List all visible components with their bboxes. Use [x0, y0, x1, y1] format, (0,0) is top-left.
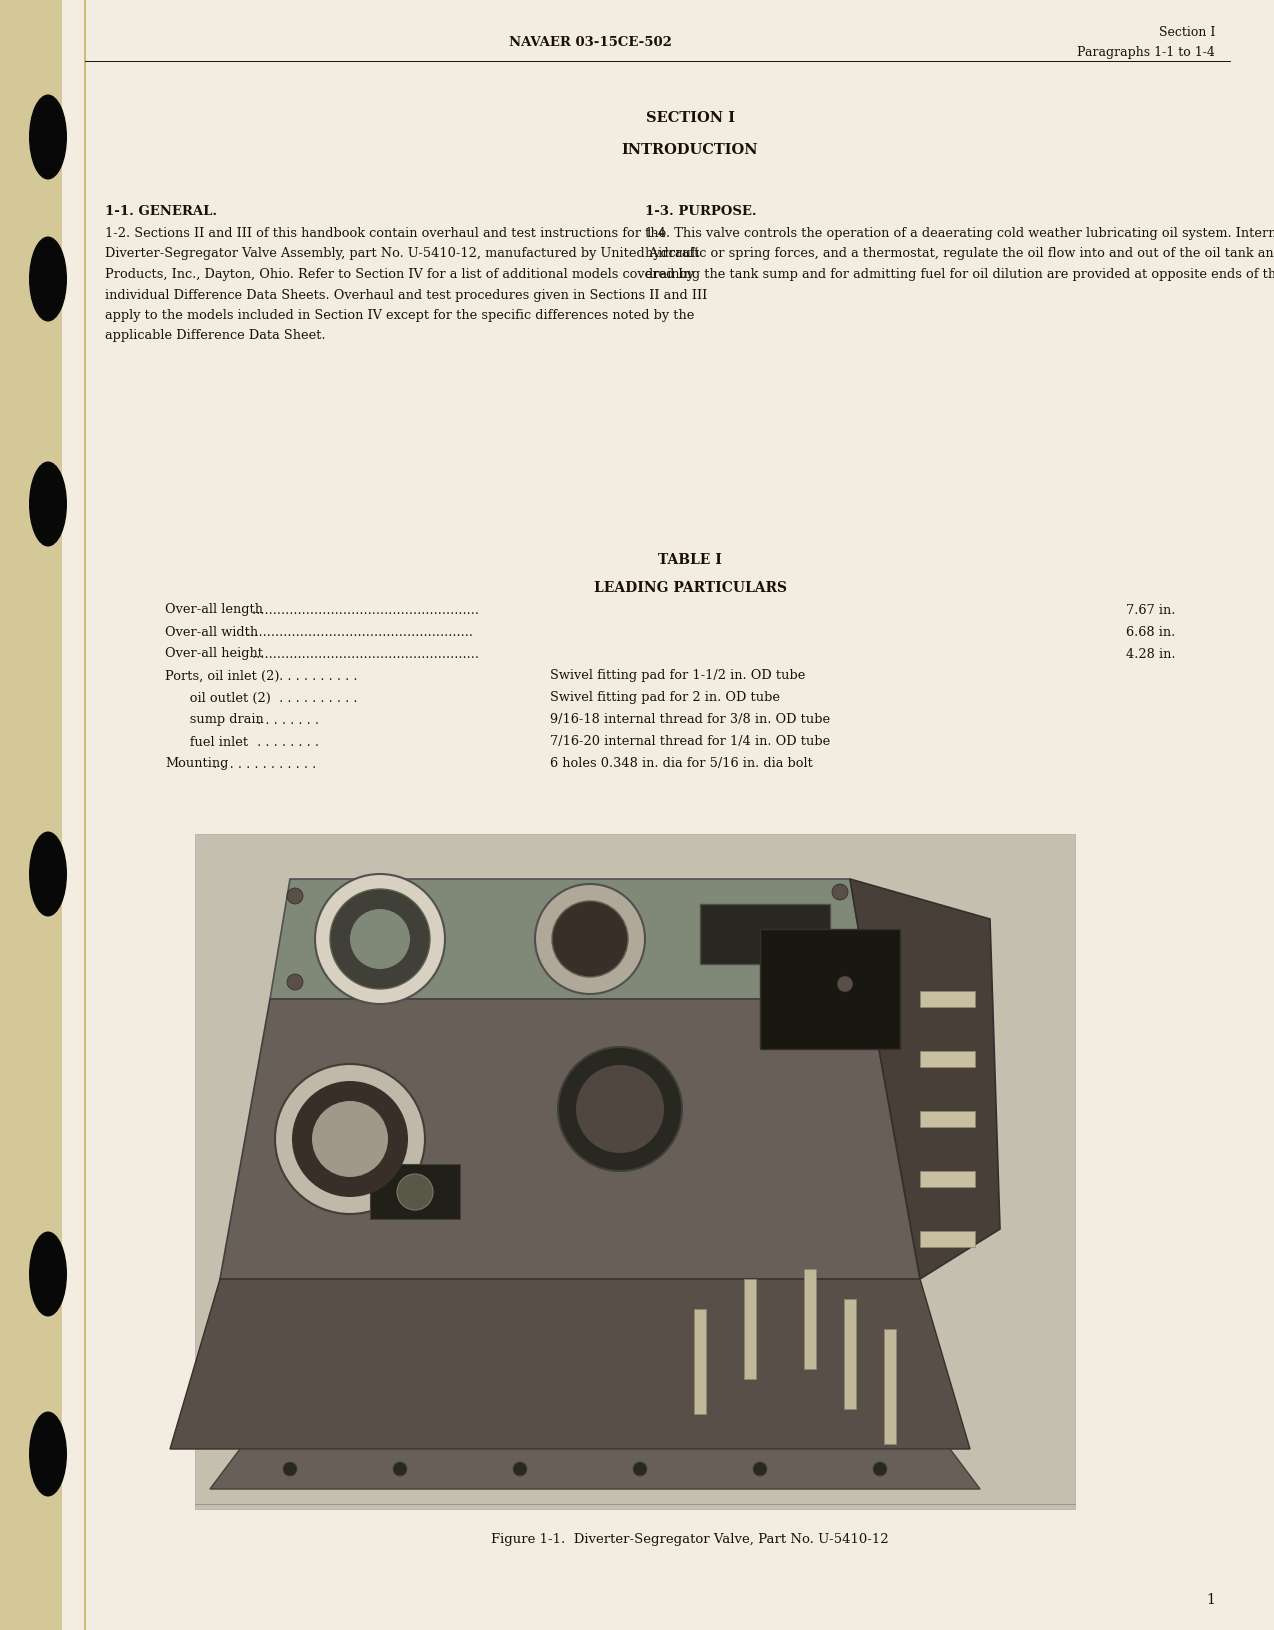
- Text: Section I: Section I: [1158, 26, 1215, 39]
- Text: Over-all height: Over-all height: [166, 647, 262, 660]
- Text: .......................................................: ........................................…: [247, 647, 479, 660]
- Polygon shape: [220, 999, 920, 1280]
- Text: 1-1. GENERAL.: 1-1. GENERAL.: [104, 205, 217, 218]
- Bar: [0, 0, 62, 1630]
- Circle shape: [315, 874, 445, 1004]
- Circle shape: [873, 1462, 887, 1477]
- Bar: [744, 1280, 755, 1379]
- Text: Diverter-Segregator Valve Assembly, part No. U-5410-12, manufactured by United A: Diverter-Segregator Valve Assembly, part…: [104, 248, 699, 261]
- Text: Over-all length: Over-all length: [166, 603, 262, 616]
- Text: apply to the models included in Section IV except for the specific differences n: apply to the models included in Section …: [104, 308, 694, 321]
- Circle shape: [350, 910, 410, 970]
- Text: fuel inlet: fuel inlet: [166, 735, 248, 748]
- Text: Swivel fitting pad for 1-1/2 in. OD tube: Swivel fitting pad for 1-1/2 in. OD tube: [550, 668, 805, 681]
- Circle shape: [837, 976, 854, 993]
- Ellipse shape: [29, 1232, 68, 1317]
- Ellipse shape: [29, 463, 68, 548]
- Bar: [920, 1051, 975, 1068]
- Text: SECTION I: SECTION I: [646, 111, 735, 126]
- Text: Figure 1-1.  Diverter-Segregator Valve, Part No. U-5410-12: Figure 1-1. Diverter-Segregator Valve, P…: [492, 1532, 889, 1545]
- Bar: [694, 1309, 706, 1415]
- Text: 7/16-20 internal thread for 1/4 in. OD tube: 7/16-20 internal thread for 1/4 in. OD t…: [550, 735, 831, 748]
- Circle shape: [275, 1064, 426, 1214]
- Text: . . . . . . . .: . . . . . . . .: [254, 712, 324, 725]
- Text: . . . . . . . . . . . . .: . . . . . . . . . . . . .: [209, 756, 320, 769]
- Text: Over-all width: Over-all width: [166, 626, 259, 637]
- Text: .......................................................: ........................................…: [242, 626, 473, 637]
- Circle shape: [558, 1048, 682, 1172]
- Polygon shape: [210, 1449, 980, 1490]
- Text: . . . . . . . . . .: . . . . . . . . . .: [275, 691, 362, 704]
- Circle shape: [535, 885, 645, 994]
- Circle shape: [753, 1462, 767, 1477]
- Ellipse shape: [29, 96, 68, 181]
- Text: INTRODUCTION: INTRODUCTION: [622, 143, 758, 156]
- Bar: [761, 929, 899, 1050]
- Bar: [804, 1270, 817, 1369]
- Bar: [920, 1112, 975, 1128]
- Circle shape: [292, 1081, 408, 1198]
- Text: 1-4. This valve controls the operation of a deaerating cold weather lubricating : 1-4. This valve controls the operation o…: [645, 227, 1274, 240]
- Text: 9/16-18 internal thread for 3/8 in. OD tube: 9/16-18 internal thread for 3/8 in. OD t…: [550, 712, 831, 725]
- Text: applicable Difference Data Sheet.: applicable Difference Data Sheet.: [104, 329, 326, 342]
- Circle shape: [576, 1066, 664, 1154]
- Circle shape: [832, 885, 848, 900]
- Circle shape: [392, 1462, 406, 1477]
- Text: NAVAER 03-15CE-502: NAVAER 03-15CE-502: [508, 36, 671, 49]
- Circle shape: [312, 1102, 389, 1177]
- Text: Swivel fitting pad for 2 in. OD tube: Swivel fitting pad for 2 in. OD tube: [550, 691, 780, 704]
- Circle shape: [633, 1462, 647, 1477]
- Text: . . . . . . . . . .: . . . . . . . . . .: [275, 668, 362, 681]
- Circle shape: [513, 1462, 527, 1477]
- Text: Ports, oil inlet (2): Ports, oil inlet (2): [166, 668, 279, 681]
- Text: hydraulic or spring forces, and a thermostat, regulate the oil flow into and out: hydraulic or spring forces, and a thermo…: [645, 248, 1274, 261]
- Bar: [843, 1299, 856, 1410]
- Text: 7.67 in.: 7.67 in.: [1126, 603, 1175, 616]
- Bar: [920, 1231, 975, 1247]
- Polygon shape: [270, 880, 870, 999]
- Text: 1: 1: [1206, 1593, 1215, 1606]
- Bar: [369, 1164, 460, 1219]
- Text: 1-2. Sections II and III of this handbook contain overhaul and test instructions: 1-2. Sections II and III of this handboo…: [104, 227, 666, 240]
- Text: individual Difference Data Sheets. Overhaul and test procedures given in Section: individual Difference Data Sheets. Overh…: [104, 289, 707, 302]
- Text: .......................................................: ........................................…: [247, 603, 479, 616]
- Text: Paragraphs 1-1 to 1-4: Paragraphs 1-1 to 1-4: [1077, 46, 1215, 59]
- Text: draining the tank sump and for admitting fuel for oil dilution are provided at o: draining the tank sump and for admitting…: [645, 267, 1274, 280]
- Text: Products, Inc., Dayton, Ohio. Refer to Section IV for a list of additional model: Products, Inc., Dayton, Ohio. Refer to S…: [104, 267, 694, 280]
- Polygon shape: [850, 880, 1000, 1280]
- Bar: [920, 1172, 975, 1187]
- Circle shape: [287, 975, 303, 991]
- Circle shape: [287, 888, 303, 905]
- Ellipse shape: [29, 1412, 68, 1496]
- Polygon shape: [169, 1280, 970, 1449]
- Bar: [920, 991, 975, 1007]
- Text: sump drain: sump drain: [166, 712, 264, 725]
- Text: Mounting: Mounting: [166, 756, 228, 769]
- Circle shape: [552, 901, 628, 978]
- Circle shape: [283, 1462, 297, 1477]
- Bar: [699, 905, 829, 965]
- Ellipse shape: [29, 831, 68, 918]
- Text: oil outlet (2): oil outlet (2): [166, 691, 271, 704]
- Text: 1-3. PURPOSE.: 1-3. PURPOSE.: [645, 205, 757, 218]
- Ellipse shape: [29, 238, 68, 323]
- Text: TABLE I: TABLE I: [659, 553, 722, 567]
- Circle shape: [330, 890, 431, 989]
- Circle shape: [397, 1174, 433, 1209]
- Text: LEADING PARTICULARS: LEADING PARTICULARS: [594, 580, 786, 595]
- Bar: [195, 835, 1075, 1509]
- Text: . . . . . . . .: . . . . . . . .: [254, 735, 324, 748]
- Text: 6.68 in.: 6.68 in.: [1126, 626, 1175, 637]
- Text: 4.28 in.: 4.28 in.: [1125, 647, 1175, 660]
- Text: 6 holes 0.348 in. dia for 5/16 in. dia bolt: 6 holes 0.348 in. dia for 5/16 in. dia b…: [550, 756, 813, 769]
- Bar: [884, 1328, 896, 1444]
